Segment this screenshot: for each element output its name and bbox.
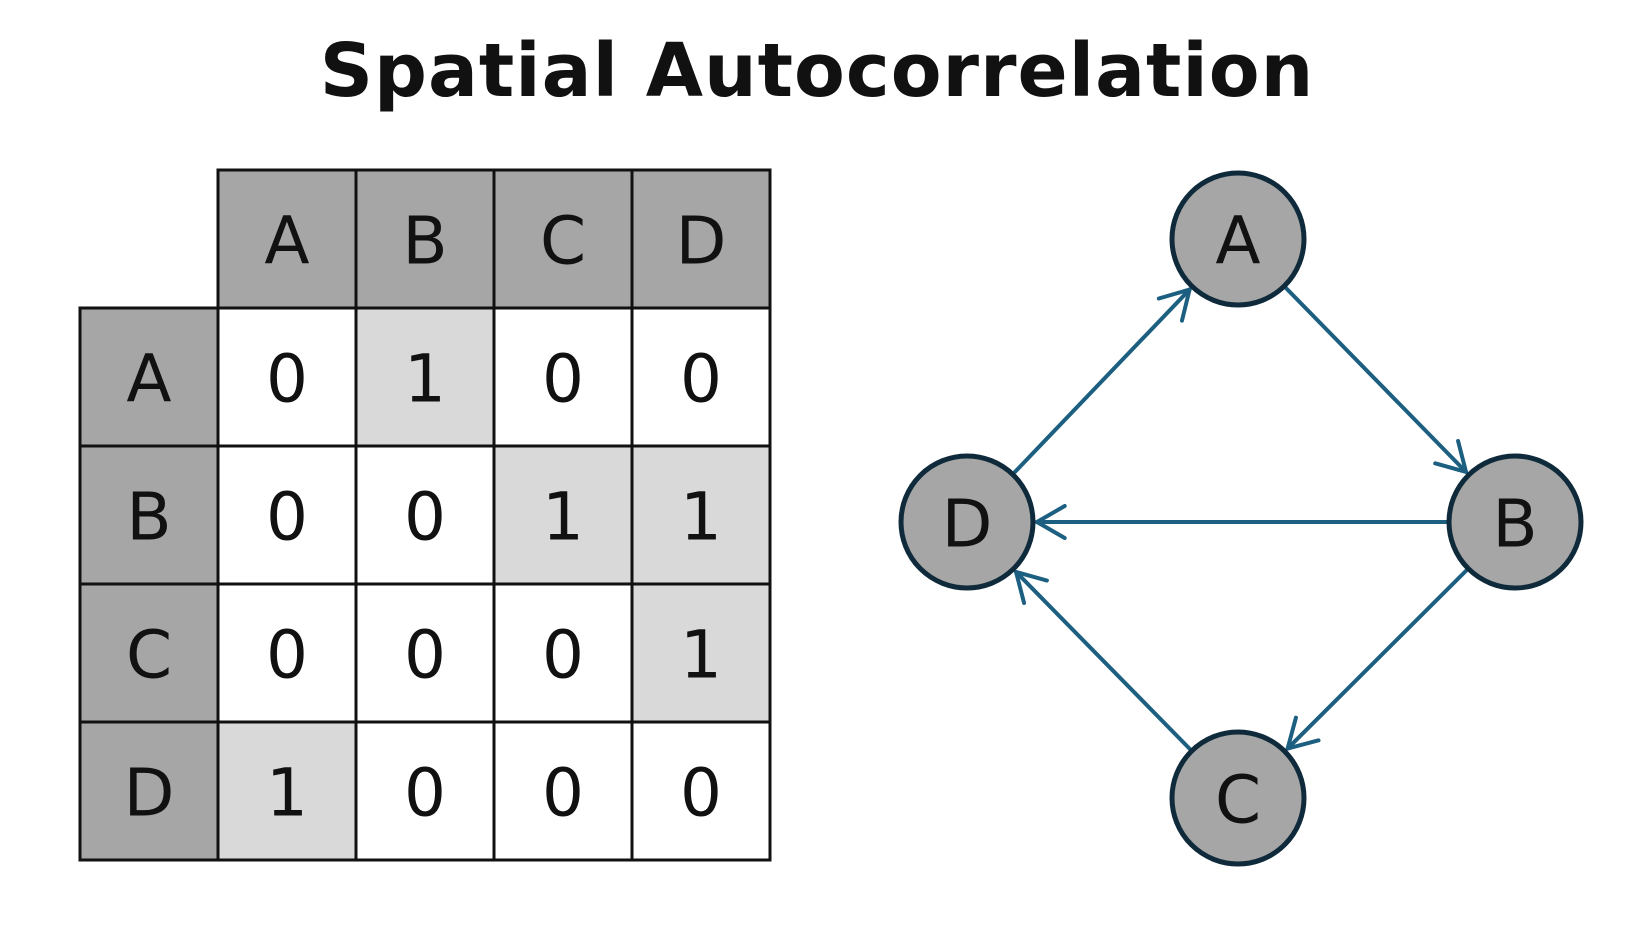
column-header-label: D [676,203,727,280]
edge-a-b [1283,285,1469,474]
node-label: C [1215,762,1261,839]
matrix-cell-value: 0 [404,479,446,556]
matrix-cell-value: 1 [404,341,446,418]
matrix-cell-value: 0 [542,341,584,418]
matrix-cell-value: 0 [404,617,446,694]
matrix-cell [216,720,358,862]
matrix-cell-value: 0 [404,755,446,832]
matrix-cell-value: 0 [680,341,722,418]
node-label: D [942,486,993,563]
row-header-c [78,582,220,724]
row-header-label: A [126,341,171,418]
edge-d-a [1012,287,1192,475]
matrix-cell-value: 0 [266,617,308,694]
matrix-cell [492,444,634,586]
edge-b-d [1035,504,1449,540]
matrix-cell [630,444,772,586]
matrix-cell [216,582,358,724]
node-b: B [1446,453,1584,591]
matrix-cell [354,444,496,586]
row-header-label: D [124,755,175,832]
matrix-cell [354,720,496,862]
column-header-a [216,168,358,310]
node-a: A [1169,170,1307,308]
node-d: D [898,453,1036,591]
matrix-cell [492,582,634,724]
matrix-cell-value: 0 [542,617,584,694]
matrix-cell-value: 1 [266,755,308,832]
matrix-cell [492,306,634,448]
matrix-cell-value: 1 [542,479,584,556]
matrix-cell-value: 0 [542,755,584,832]
column-header-c [492,168,634,310]
matrix-cell [630,306,772,448]
column-header-label: B [402,203,447,280]
matrix-cell-value: 0 [266,479,308,556]
column-header-label: C [540,203,586,280]
matrix-cell [630,720,772,862]
node-label: B [1492,486,1537,563]
row-header-label: B [126,479,171,556]
row-header-b [78,444,220,586]
edge-b-c [1285,567,1469,751]
matrix-cell-value: 0 [266,341,308,418]
matrix-cell-value: 0 [680,755,722,832]
node-label: A [1215,203,1260,280]
edge-c-d [1014,569,1193,752]
matrix-cell [492,720,634,862]
page-title: Spatial Autocorrelation [319,28,1315,114]
matrix-cell [354,582,496,724]
matrix-cell-value: 1 [680,479,722,556]
matrix-cell-value: 1 [680,617,722,694]
node-c: C [1169,729,1307,867]
row-header-label: C [126,617,172,694]
column-header-label: A [264,203,309,280]
matrix-cell [630,582,772,724]
column-header-b [354,168,496,310]
